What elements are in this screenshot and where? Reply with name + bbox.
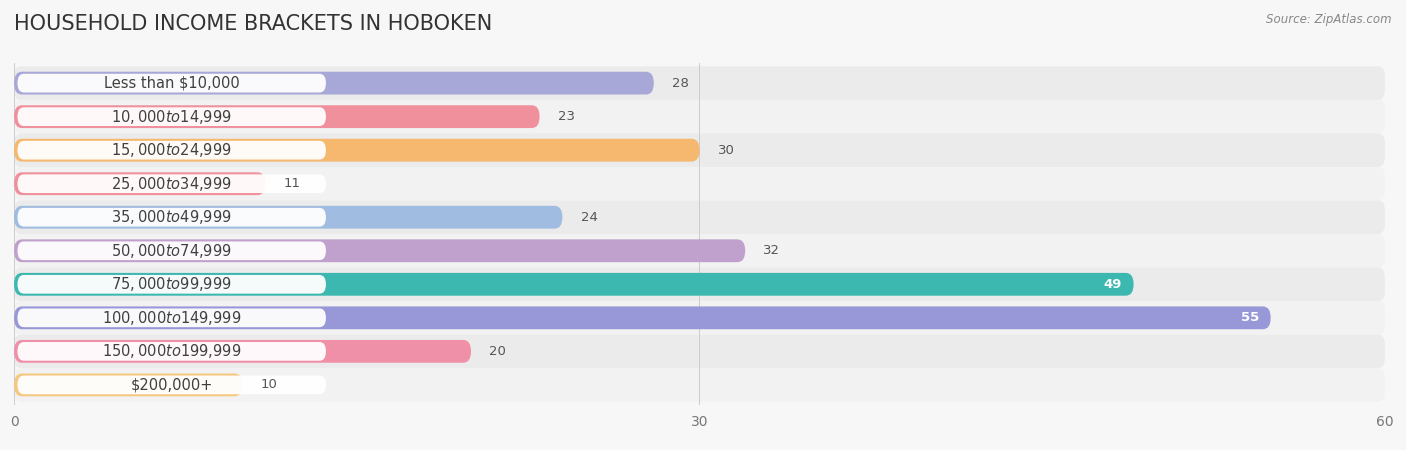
FancyBboxPatch shape: [14, 167, 1385, 200]
FancyBboxPatch shape: [14, 335, 1385, 368]
FancyBboxPatch shape: [17, 342, 326, 361]
FancyBboxPatch shape: [14, 206, 562, 229]
Text: 55: 55: [1241, 311, 1260, 324]
FancyBboxPatch shape: [17, 141, 326, 159]
FancyBboxPatch shape: [17, 74, 326, 92]
FancyBboxPatch shape: [14, 172, 266, 195]
FancyBboxPatch shape: [17, 309, 326, 327]
FancyBboxPatch shape: [14, 273, 1133, 296]
FancyBboxPatch shape: [17, 241, 326, 260]
Text: 10: 10: [262, 378, 278, 392]
FancyBboxPatch shape: [14, 200, 1385, 234]
Text: $25,000 to $34,999: $25,000 to $34,999: [111, 175, 232, 193]
Text: 49: 49: [1104, 278, 1122, 291]
Text: $15,000 to $24,999: $15,000 to $24,999: [111, 141, 232, 159]
FancyBboxPatch shape: [14, 368, 1385, 402]
FancyBboxPatch shape: [17, 107, 326, 126]
Text: Source: ZipAtlas.com: Source: ZipAtlas.com: [1267, 14, 1392, 27]
Text: 11: 11: [284, 177, 301, 190]
Text: 28: 28: [672, 76, 689, 90]
Text: 20: 20: [489, 345, 506, 358]
Text: $50,000 to $74,999: $50,000 to $74,999: [111, 242, 232, 260]
FancyBboxPatch shape: [14, 340, 471, 363]
FancyBboxPatch shape: [17, 376, 326, 394]
FancyBboxPatch shape: [17, 174, 326, 193]
Text: $75,000 to $99,999: $75,000 to $99,999: [111, 275, 232, 293]
Text: 30: 30: [718, 144, 735, 157]
Text: $100,000 to $149,999: $100,000 to $149,999: [103, 309, 242, 327]
FancyBboxPatch shape: [14, 239, 745, 262]
Text: Less than $10,000: Less than $10,000: [104, 76, 239, 90]
Text: $200,000+: $200,000+: [131, 378, 212, 392]
FancyBboxPatch shape: [14, 66, 1385, 100]
Text: 24: 24: [581, 211, 598, 224]
FancyBboxPatch shape: [17, 208, 326, 227]
FancyBboxPatch shape: [14, 374, 243, 396]
Text: $35,000 to $49,999: $35,000 to $49,999: [111, 208, 232, 226]
FancyBboxPatch shape: [14, 301, 1385, 335]
Text: 32: 32: [763, 244, 780, 257]
Text: $10,000 to $14,999: $10,000 to $14,999: [111, 108, 232, 126]
FancyBboxPatch shape: [14, 100, 1385, 133]
FancyBboxPatch shape: [14, 139, 700, 162]
FancyBboxPatch shape: [17, 275, 326, 294]
FancyBboxPatch shape: [14, 72, 654, 94]
FancyBboxPatch shape: [14, 306, 1271, 329]
FancyBboxPatch shape: [14, 133, 1385, 167]
Text: $150,000 to $199,999: $150,000 to $199,999: [103, 342, 242, 360]
Text: HOUSEHOLD INCOME BRACKETS IN HOBOKEN: HOUSEHOLD INCOME BRACKETS IN HOBOKEN: [14, 14, 492, 33]
Text: 23: 23: [558, 110, 575, 123]
FancyBboxPatch shape: [14, 234, 1385, 268]
FancyBboxPatch shape: [14, 105, 540, 128]
FancyBboxPatch shape: [14, 268, 1385, 301]
